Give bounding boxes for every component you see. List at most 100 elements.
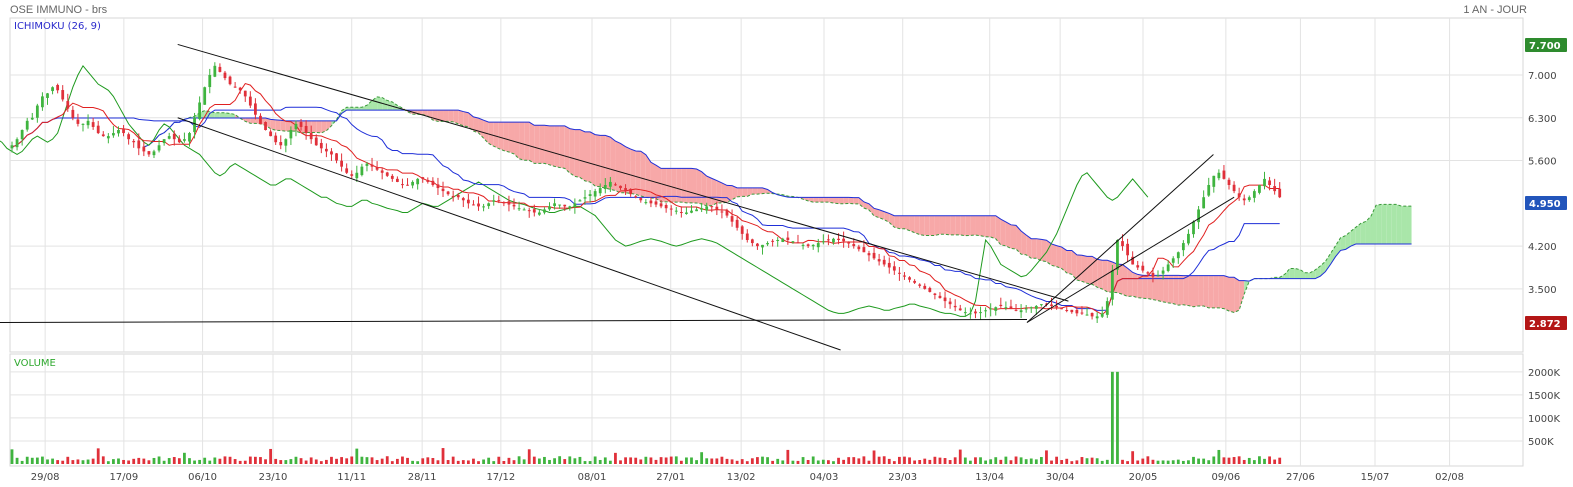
- volume-bar: [1110, 371, 1114, 464]
- candle-body: [695, 209, 698, 212]
- cloud-segment: [1234, 277, 1240, 313]
- volume-bar: [892, 461, 896, 464]
- cloud-segment: [676, 168, 682, 203]
- x-tick-label: 11/11: [337, 472, 366, 483]
- candle-body: [791, 241, 795, 243]
- volume-bar: [1075, 460, 1079, 464]
- cloud-segment: [853, 197, 859, 204]
- volume-bar: [365, 457, 369, 464]
- cloud-segment: [1401, 206, 1407, 245]
- axis-labels: 7.000 6.300 5.600 4.200 3.500 29/08 17/09 06/10…: [31, 71, 1561, 483]
- cloud-segment: [747, 187, 753, 197]
- candle-body: [142, 146, 146, 152]
- candle-body: [517, 208, 521, 210]
- candle-body: [411, 181, 414, 186]
- candle-body: [345, 168, 349, 173]
- volume-tick-label: 500K: [1528, 437, 1554, 448]
- candle-body: [243, 90, 247, 97]
- cloud-segment: [721, 182, 727, 203]
- volume-bar: [1187, 460, 1190, 464]
- candle-body: [1278, 188, 1282, 198]
- volume-tick-label: 1500K: [1528, 391, 1560, 402]
- candle-body: [548, 206, 551, 210]
- cloud-segment: [686, 168, 692, 203]
- cloud-segment: [564, 125, 570, 174]
- volume-bar: [421, 458, 425, 464]
- candle-body: [198, 102, 202, 120]
- candle-body: [588, 194, 592, 196]
- candle-body: [183, 139, 186, 141]
- cloud-segment: [1213, 275, 1219, 308]
- candle-body: [583, 197, 587, 199]
- volume-bar: [233, 459, 237, 464]
- cloud-segment: [843, 197, 849, 204]
- candle-body: [659, 203, 663, 207]
- candle-body: [730, 216, 734, 222]
- cloud-segment: [610, 137, 616, 191]
- volume-bar: [796, 460, 800, 464]
- cloud-segment: [1137, 274, 1143, 299]
- volume-tick-label: 1000K: [1528, 414, 1560, 425]
- candle-body: [71, 109, 75, 118]
- cloud-segment: [1340, 235, 1346, 251]
- cloud-segment: [473, 116, 479, 133]
- volume-bar: [801, 457, 805, 464]
- volume-bar: [86, 459, 90, 464]
- cloud-segment: [1046, 240, 1052, 266]
- candle-body: [1151, 272, 1155, 277]
- volume-bar: [1126, 461, 1129, 464]
- volume-bar: [862, 456, 866, 464]
- cloud-segment: [813, 197, 819, 203]
- volume-bar: [1141, 458, 1145, 464]
- candle-body: [756, 243, 759, 247]
- candle-body: [20, 130, 24, 140]
- volume-bar: [1014, 456, 1018, 464]
- cloud-segment: [899, 215, 905, 229]
- cloud-segment: [828, 197, 834, 204]
- cloud-segment: [437, 110, 444, 122]
- candle-body: [487, 203, 491, 207]
- candle-body: [101, 134, 105, 137]
- volume-bar: [350, 456, 354, 464]
- volume-bar: [264, 459, 267, 464]
- candle-body: [679, 212, 683, 214]
- candle-body: [1192, 221, 1195, 235]
- cloud-segment: [448, 110, 454, 122]
- kijun-sen: [11, 106, 1280, 311]
- candle-body: [852, 244, 856, 247]
- volume-bar: [1080, 457, 1084, 464]
- candle-body: [994, 307, 998, 311]
- chart-period-label[interactable]: 1 AN - JOUR: [1463, 4, 1527, 16]
- candle-body: [796, 242, 800, 244]
- candle-body: [1116, 240, 1119, 270]
- volume-bar: [81, 460, 85, 464]
- volume-bar: [1252, 460, 1256, 464]
- cloud-segment: [311, 120, 317, 133]
- cloud-segment: [939, 215, 946, 235]
- cloud-segment: [539, 125, 545, 164]
- volume-bar: [466, 460, 470, 464]
- volume-bar: [1070, 461, 1074, 464]
- volume-bar: [1202, 458, 1206, 464]
- candle-body: [1070, 309, 1074, 313]
- volume-bar: [1095, 458, 1099, 464]
- volume-bar: [20, 460, 24, 464]
- x-tick-label: 13/02: [727, 472, 756, 483]
- x-tick-label: 13/04: [975, 472, 1004, 483]
- price-pane: [9, 17, 1524, 353]
- candle-body: [46, 93, 49, 98]
- cloud-segment: [1198, 275, 1204, 306]
- candle-body: [821, 241, 825, 243]
- ascending-channel-lower: [1026, 196, 1235, 323]
- cloud-segment: [1325, 253, 1331, 272]
- volume-bar: [1166, 460, 1170, 464]
- candle-body: [492, 200, 496, 202]
- cloud-segment: [534, 125, 540, 164]
- cloud-segment: [508, 122, 515, 154]
- x-tick-label: 17/09: [109, 472, 138, 483]
- cloud-segment: [590, 131, 596, 186]
- cloud-segment: [863, 201, 869, 210]
- candle-body: [634, 196, 638, 198]
- volume-bar: [903, 456, 906, 464]
- candle-body: [1258, 185, 1261, 193]
